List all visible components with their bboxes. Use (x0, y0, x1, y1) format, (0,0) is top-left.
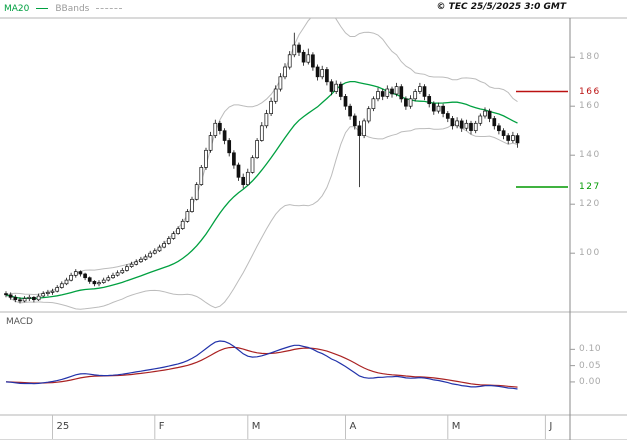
ma20-legend-label[interactable]: MA20 (4, 3, 30, 14)
copyright-text: © TEC 25/5/2025 3:0 GMT (436, 2, 566, 12)
bband-upper-line (5, 18, 518, 296)
ma20-line (5, 80, 518, 300)
bband-lower-line (5, 124, 518, 310)
macd-line (5, 340, 518, 390)
bbands-line-swatch-icon (96, 8, 123, 9)
bbands-legend-label[interactable]: BBands (55, 3, 90, 14)
price-panel (4, 18, 520, 310)
ma20-line-swatch-icon (36, 8, 49, 9)
macd-signal-line (5, 346, 518, 388)
macd-panel-label: MACD (6, 317, 33, 327)
legend: MA20 BBands (4, 2, 123, 15)
